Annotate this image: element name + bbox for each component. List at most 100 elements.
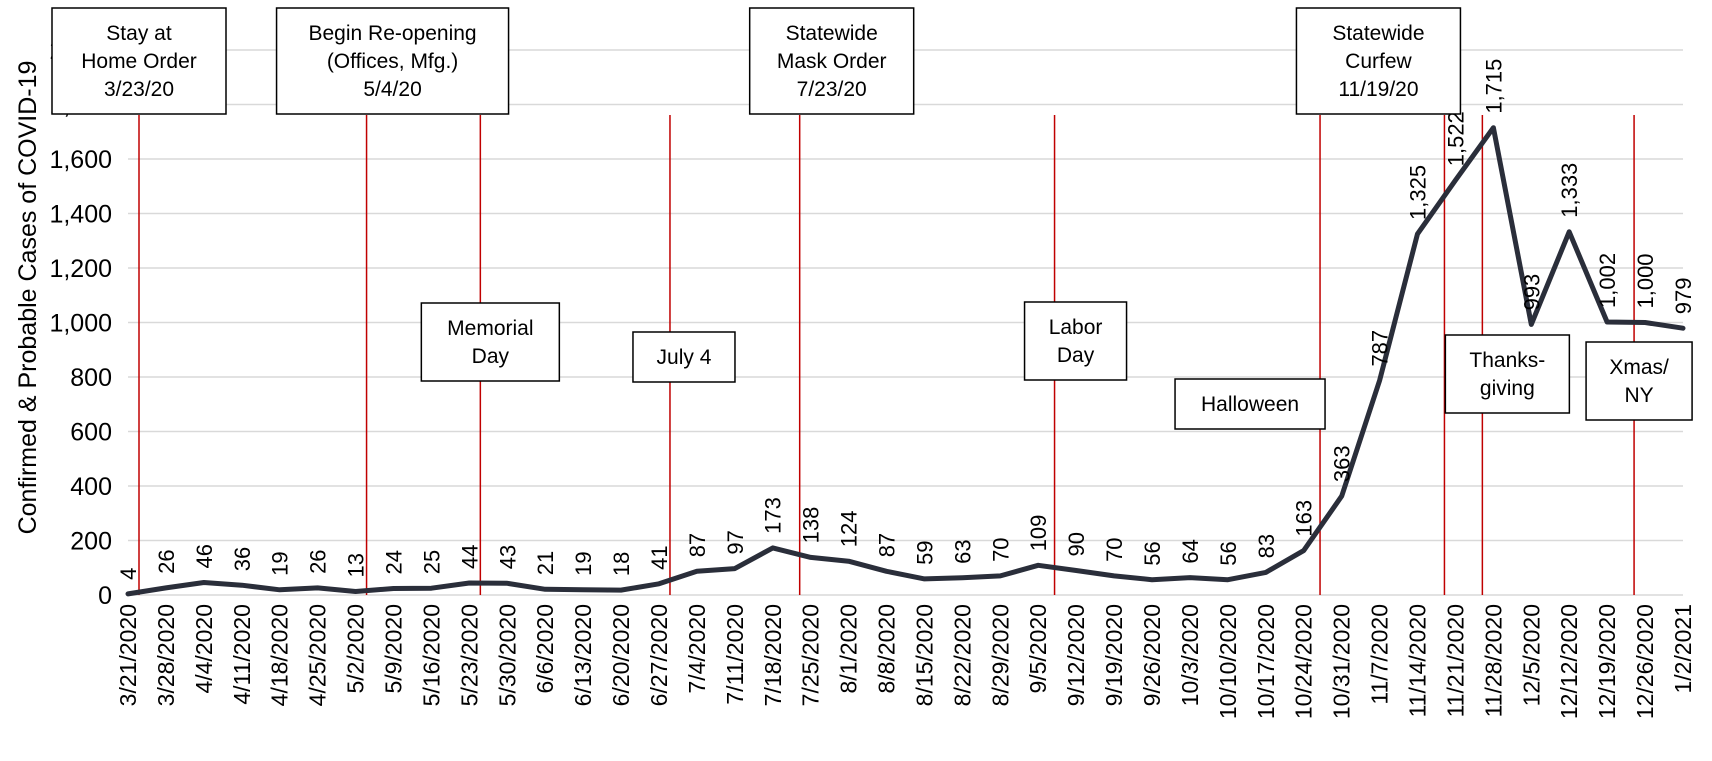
- x-tick-label: 9/5/2020: [1025, 604, 1051, 694]
- x-tick-label: 1/2/2021: [1670, 604, 1696, 694]
- y-tick-label: 600: [70, 419, 112, 447]
- x-tick-label: 7/25/2020: [798, 604, 824, 706]
- data-label: 173: [761, 497, 786, 534]
- data-label: 979: [1671, 278, 1696, 315]
- x-tick-label: 4/4/2020: [191, 604, 217, 694]
- x-tick-label: 6/27/2020: [646, 604, 672, 706]
- annotation-box: [420, 302, 561, 382]
- x-tick-label: 5/23/2020: [456, 604, 482, 706]
- annotation-text: NY: [1624, 384, 1653, 407]
- series-line: [125, 125, 1686, 597]
- annotation-text: Curfew: [1345, 50, 1412, 73]
- x-tick-label: 3/21/2020: [115, 604, 141, 706]
- annotation-text: Mask Order: [777, 50, 887, 73]
- data-label: 41: [647, 545, 672, 569]
- annotation-box: [632, 331, 736, 383]
- data-label: 63: [950, 539, 975, 563]
- event-lines: [138, 115, 1635, 595]
- event-annotation: July 4: [632, 331, 736, 383]
- annotation-box: [1023, 301, 1128, 381]
- annotation-text: Xmas/: [1609, 356, 1669, 379]
- event-annotation: Begin Re-opening (Offices, Mfg.) 5/4/20: [275, 7, 510, 115]
- annotation-box: [1585, 341, 1693, 421]
- data-label: 993: [1519, 274, 1544, 311]
- x-tick-label: 9/26/2020: [1139, 604, 1165, 706]
- event-annotation: Stay at Home Order 3/23/20: [51, 7, 227, 115]
- x-tick-label: 8/29/2020: [987, 604, 1013, 706]
- data-label: 83: [1254, 534, 1279, 558]
- x-tick-label: 3/28/2020: [153, 604, 179, 706]
- annotation-text: Day: [472, 345, 510, 368]
- annotation-text: Halloween: [1201, 393, 1299, 416]
- data-label: 1,333: [1557, 163, 1582, 218]
- y-tick-label: 200: [70, 528, 112, 556]
- annotation-text: Labor: [1049, 316, 1103, 339]
- data-label: 1,000: [1633, 253, 1658, 308]
- y-axis-label: Confirmed & Probable Cases of COVID-19: [14, 61, 42, 535]
- annotation-box: [1295, 7, 1462, 115]
- data-label: 24: [381, 550, 406, 574]
- data-label: 43: [495, 545, 520, 569]
- data-label: 787: [1368, 330, 1393, 367]
- annotation-text: Home Order: [81, 50, 197, 73]
- event-annotation: Statewide Mask Order 7/23/20: [748, 7, 915, 115]
- data-label: 56: [1140, 541, 1165, 565]
- x-tick-label: 5/30/2020: [494, 604, 520, 706]
- annotation-text: Thanks-: [1469, 349, 1545, 372]
- data-label: 64: [1178, 539, 1203, 563]
- data-label: 87: [875, 533, 900, 557]
- x-tick-label: 9/12/2020: [1063, 604, 1089, 706]
- x-tick-label: 11/14/2020: [1405, 604, 1431, 717]
- data-label: 90: [1064, 532, 1089, 556]
- x-tick-label: 5/2/2020: [343, 604, 369, 694]
- x-tick-label: 10/3/2020: [1177, 604, 1203, 706]
- data-label: 26: [306, 549, 331, 573]
- x-tick-label: 8/15/2020: [911, 604, 937, 706]
- data-label: 36: [230, 547, 255, 571]
- x-tick-label: 7/18/2020: [760, 604, 786, 706]
- data-label: 44: [457, 545, 482, 569]
- data-label: 56: [1216, 541, 1241, 565]
- x-tick-label: 6/20/2020: [608, 604, 634, 706]
- x-tick-label: 4/18/2020: [267, 604, 293, 706]
- data-label: 363: [1330, 445, 1355, 482]
- annotation-text: 5/4/20: [363, 78, 421, 101]
- y-tick-label: 1,600: [49, 146, 112, 174]
- annotation-box: [275, 7, 510, 115]
- annotation-text: Begin Re-opening: [308, 22, 476, 45]
- y-axis-ticks: 02004006008001,0001,2001,4001,6001,8002,…: [49, 37, 112, 610]
- y-tick-label: 1,200: [49, 255, 112, 283]
- data-label: 18: [609, 552, 634, 576]
- x-tick-label: 11/7/2020: [1367, 604, 1393, 705]
- x-tick-label: 7/11/2020: [722, 604, 748, 705]
- event-annotation: Thanks-giving: [1444, 334, 1571, 414]
- x-tick-label: 5/16/2020: [418, 604, 444, 706]
- x-tick-label: 6/13/2020: [570, 604, 596, 706]
- x-axis-ticks: 3/21/2020 3/28/2020 4/4/2020 4/11/2020 4/18/…: [115, 604, 1696, 719]
- annotation-text: 3/23/20: [104, 78, 174, 101]
- data-label: 124: [837, 510, 862, 547]
- x-tick-label: 12/12/2020: [1556, 604, 1582, 719]
- event-annotation: Labor Day: [1023, 301, 1128, 381]
- x-tick-label: 11/21/2020: [1442, 604, 1468, 717]
- annotation-text: (Offices, Mfg.): [327, 50, 458, 73]
- annotation-text: Statewide: [1332, 22, 1424, 45]
- annotation-box: [748, 7, 915, 115]
- annotation-box: [1444, 334, 1571, 414]
- event-annotation: Statewide Curfew 11/19/20: [1295, 7, 1462, 115]
- data-label: 1,002: [1595, 253, 1620, 308]
- y-tick-label: 400: [70, 473, 112, 501]
- event-annotation: Xmas/NY: [1585, 341, 1693, 421]
- annotation-text: Stay at: [106, 22, 172, 45]
- annotation-text: giving: [1480, 377, 1535, 400]
- annotation-text: July 4: [657, 346, 712, 369]
- x-tick-label: 12/26/2020: [1632, 604, 1658, 719]
- x-tick-label: 7/4/2020: [684, 604, 710, 694]
- x-tick-label: 4/25/2020: [305, 604, 331, 706]
- data-label: 1,715: [1481, 59, 1506, 114]
- event-annotation: Memorial Day: [420, 302, 561, 382]
- data-label: 26: [154, 549, 179, 573]
- data-label: 97: [723, 530, 748, 554]
- x-tick-label: 10/31/2020: [1329, 604, 1355, 719]
- annotation-text: Day: [1057, 344, 1095, 367]
